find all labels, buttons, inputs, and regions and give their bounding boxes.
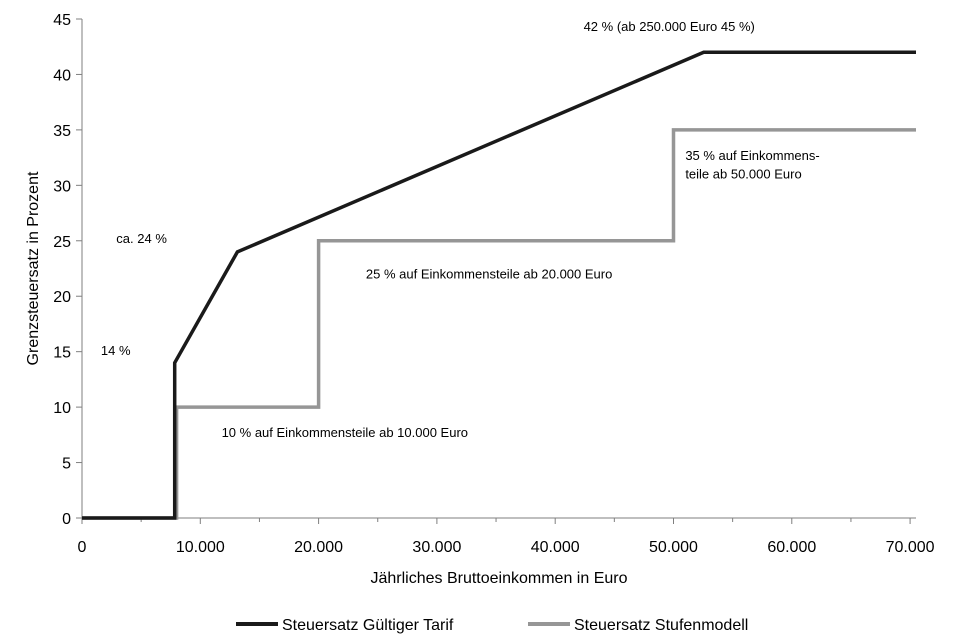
annotation-label: teile ab 50.000 Euro [685, 167, 801, 182]
x-tick-label: 10.000 [176, 539, 225, 556]
y-tick-label: 25 [53, 234, 71, 251]
y-tick-label: 40 [53, 67, 71, 84]
y-tick-label: 10 [53, 400, 71, 417]
annotation-label: 35 % auf Einkommens- [685, 148, 819, 163]
annotation-label: ca. 24 % [116, 231, 167, 246]
x-tick-label: 40.000 [531, 539, 580, 556]
x-tick-label: 30.000 [412, 539, 461, 556]
y-tick-label: 0 [62, 511, 71, 528]
series-line-0 [82, 50, 916, 520]
y-tick-label: 45 [53, 12, 71, 29]
y-tick-label: 15 [53, 345, 71, 362]
axes-layer: 0 5 10 15 20 25 30 35 40 45 0 10.000 20.000 30.000 40.… [25, 12, 935, 587]
annotation-label: 25 % auf Einkommensteile ab 20.000 Euro [366, 266, 612, 281]
y-tick-label: 35 [53, 123, 71, 140]
x-tick-label: 20.000 [294, 539, 343, 556]
y-tick-label: 20 [53, 289, 71, 306]
x-tick-label: 50.000 [649, 539, 698, 556]
legend: Steuersatz Gültiger Tarif Steuersatz Stuf… [236, 617, 748, 634]
annotation-layer: 42 % (ab 250.000 Euro 45 %) 35 % auf Eink… [101, 19, 820, 440]
x-tick-label: 0 [78, 539, 87, 556]
annotation-label: 14 % [101, 343, 131, 358]
x-tick-label: 70.000 [886, 539, 935, 556]
legend-label: Steuersatz Gültiger Tarif [282, 617, 454, 634]
x-axis-title: Jährliches Bruttoeinkommen in Euro [370, 570, 627, 587]
y-tick-label: 30 [53, 178, 71, 195]
legend-label: Steuersatz Stufenmodell [574, 617, 748, 634]
annotation-label: 42 % (ab 250.000 Euro 45 %) [584, 19, 755, 34]
series-line-1 [82, 128, 916, 520]
x-tick-label: 60.000 [767, 539, 816, 556]
y-axis-title: Grenzsteuersatz in Prozent [25, 171, 42, 365]
y-tick-label: 5 [62, 456, 71, 473]
annotation-label: 10 % auf Einkommensteile ab 10.000 Euro [222, 425, 468, 440]
series-layer [82, 50, 916, 520]
